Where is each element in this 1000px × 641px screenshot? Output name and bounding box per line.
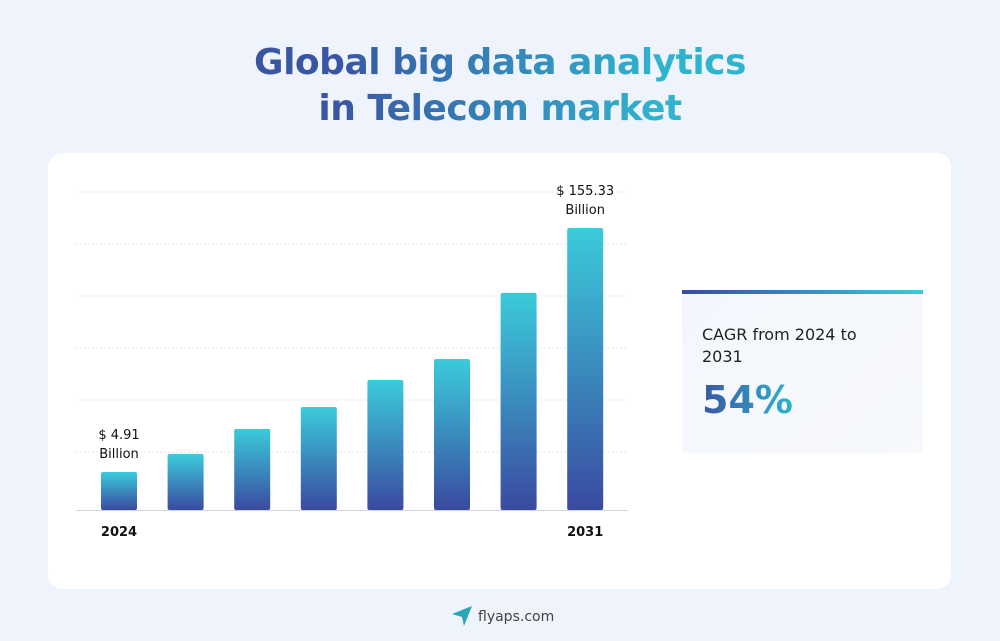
bar (500, 292, 537, 510)
cagr-label: CAGR from 2024 to 2031 (702, 325, 857, 366)
value-label: $ 4.91 Billion (98, 428, 140, 463)
footer: flyaps.com (478, 609, 555, 625)
title: Global big data analytics in Telecom mar… (230, 40, 770, 132)
bar (434, 358, 470, 510)
cagr-value: 54% (702, 378, 793, 422)
bar (300, 406, 337, 510)
x-tick-label: 2024 (100, 525, 138, 540)
bar (167, 454, 204, 510)
bar (101, 472, 137, 510)
bar (234, 429, 271, 510)
bar (367, 380, 404, 510)
x-tick-label: 2031 (567, 525, 604, 540)
grid (76, 191, 628, 453)
logo (452, 606, 472, 626)
bar (567, 227, 604, 510)
value-label: $ 155.33 Billion (556, 183, 615, 218)
cagr-card: CAGR from 2024 to 2031 54% (682, 290, 923, 453)
